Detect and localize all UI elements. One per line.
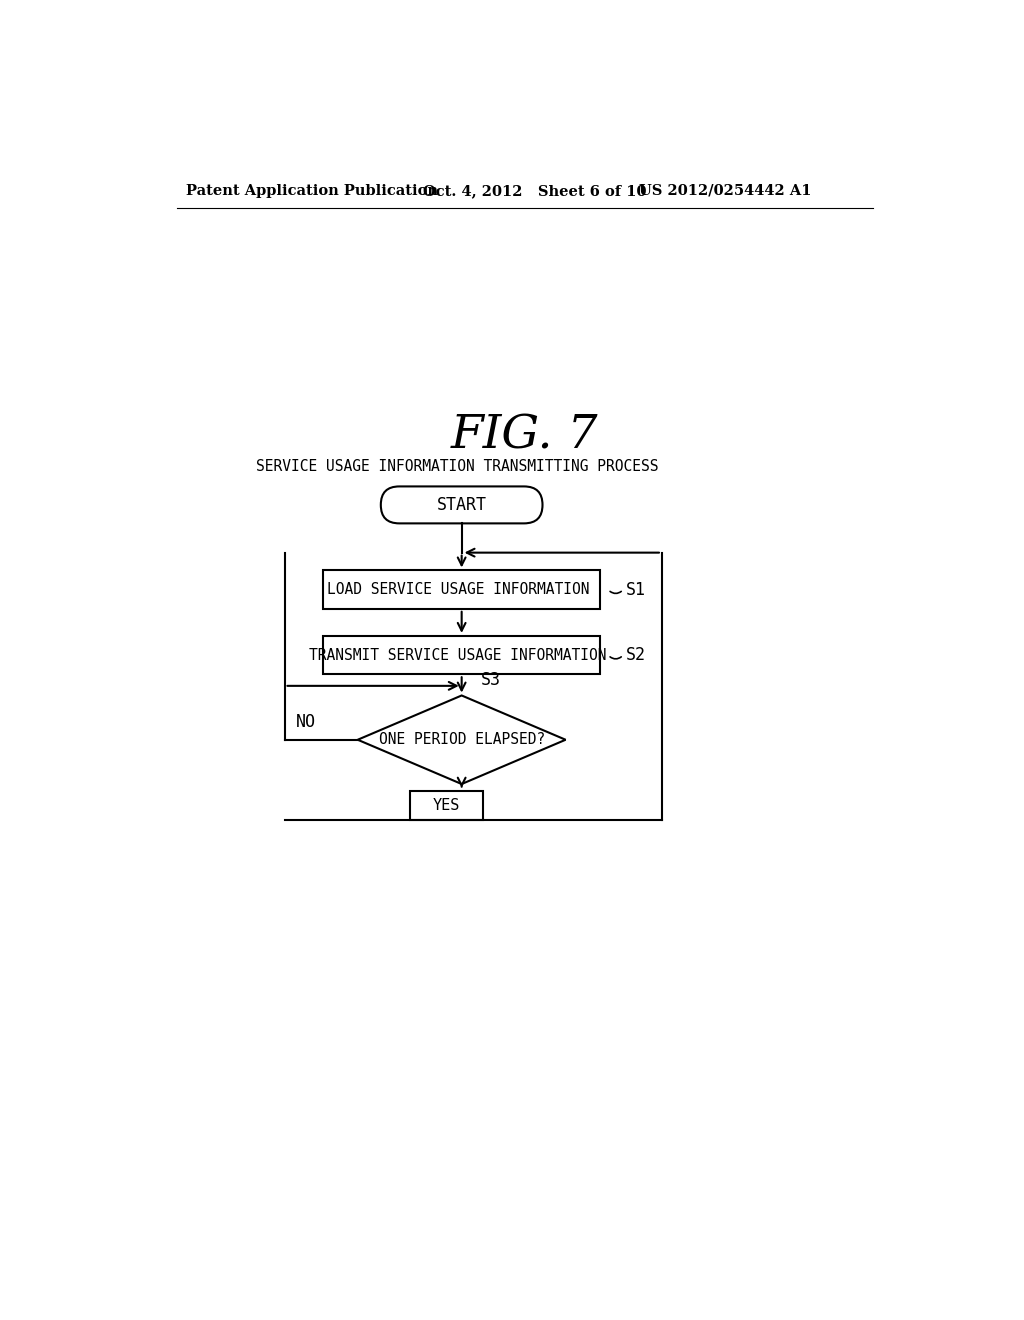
Text: Patent Application Publication: Patent Application Publication [186, 183, 438, 198]
Text: SERVICE USAGE INFORMATION TRANSMITTING PROCESS: SERVICE USAGE INFORMATION TRANSMITTING P… [256, 459, 658, 474]
Text: NO: NO [296, 713, 316, 730]
Text: S3: S3 [481, 672, 501, 689]
Text: LOAD SERVICE USAGE INFORMATION: LOAD SERVICE USAGE INFORMATION [327, 582, 589, 597]
Bar [410, 791, 483, 820]
Text: START: START [436, 496, 486, 513]
Text: ONE PERIOD ELAPSED?: ONE PERIOD ELAPSED? [379, 733, 545, 747]
Text: S2: S2 [626, 645, 646, 664]
Text: FIG. 7: FIG. 7 [451, 413, 599, 458]
Text: S1: S1 [626, 581, 646, 598]
Text: TRANSMIT SERVICE USAGE INFORMATION: TRANSMIT SERVICE USAGE INFORMATION [309, 648, 606, 663]
Bar [323, 570, 600, 609]
Text: Oct. 4, 2012   Sheet 6 of 10: Oct. 4, 2012 Sheet 6 of 10 [423, 183, 647, 198]
Polygon shape [357, 696, 565, 784]
FancyBboxPatch shape [381, 487, 543, 524]
Bar [323, 636, 600, 675]
Text: YES: YES [432, 797, 460, 813]
Text: US 2012/0254442 A1: US 2012/0254442 A1 [639, 183, 811, 198]
